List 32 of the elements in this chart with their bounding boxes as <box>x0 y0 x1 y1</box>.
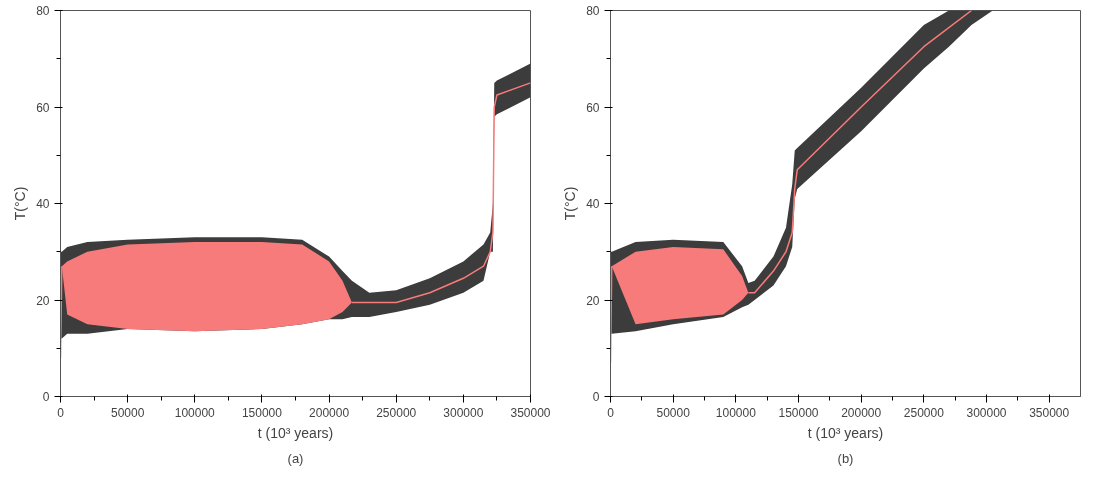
x-axis-title: t (10³ years) <box>807 424 884 441</box>
x-tick-label: 250000 <box>376 405 417 420</box>
y-tick-label: 60 <box>36 100 50 115</box>
y-tick-label: 0 <box>592 390 600 404</box>
text: (b) <box>837 450 854 466</box>
y-axis-title: T(°C) <box>562 186 579 221</box>
x-tick-label: 300000 <box>443 405 484 420</box>
y-tick-label: 20 <box>586 293 600 308</box>
x-tick-label: 150000 <box>241 405 283 420</box>
x-tick-label: 50000 <box>110 405 145 420</box>
x-tick-label: 350000 <box>510 405 551 420</box>
x-tick-label: 200000 <box>309 405 350 420</box>
y-tick-label: 40 <box>36 197 50 211</box>
x-tick-label: 350000 <box>1029 405 1070 420</box>
y-tick-label: 80 <box>36 4 50 18</box>
x-axis-title: t (10³ years) <box>257 424 334 441</box>
x-tick-label: 50000 <box>656 405 691 420</box>
x-tick-label: 0 <box>57 405 65 420</box>
x-tick-label: 250000 <box>903 405 945 420</box>
x-tick-label: 0 <box>607 405 615 420</box>
x-tick-label: 300000 <box>966 405 1007 420</box>
y-tick-label: 20 <box>36 293 50 308</box>
x-tick-label: 100000 <box>715 405 757 420</box>
x-tick-label: 200000 <box>841 405 882 420</box>
y-axis-title: T(°C) <box>12 186 29 221</box>
x-tick-label: 100000 <box>174 405 216 420</box>
y-tick-label: 80 <box>586 4 600 18</box>
y-tick-label: 0 <box>42 390 50 404</box>
y-tick-label: 60 <box>586 100 600 115</box>
x-tick-label: 150000 <box>778 405 819 420</box>
text: (a) <box>287 450 304 466</box>
y-tick-label: 40 <box>586 197 600 211</box>
